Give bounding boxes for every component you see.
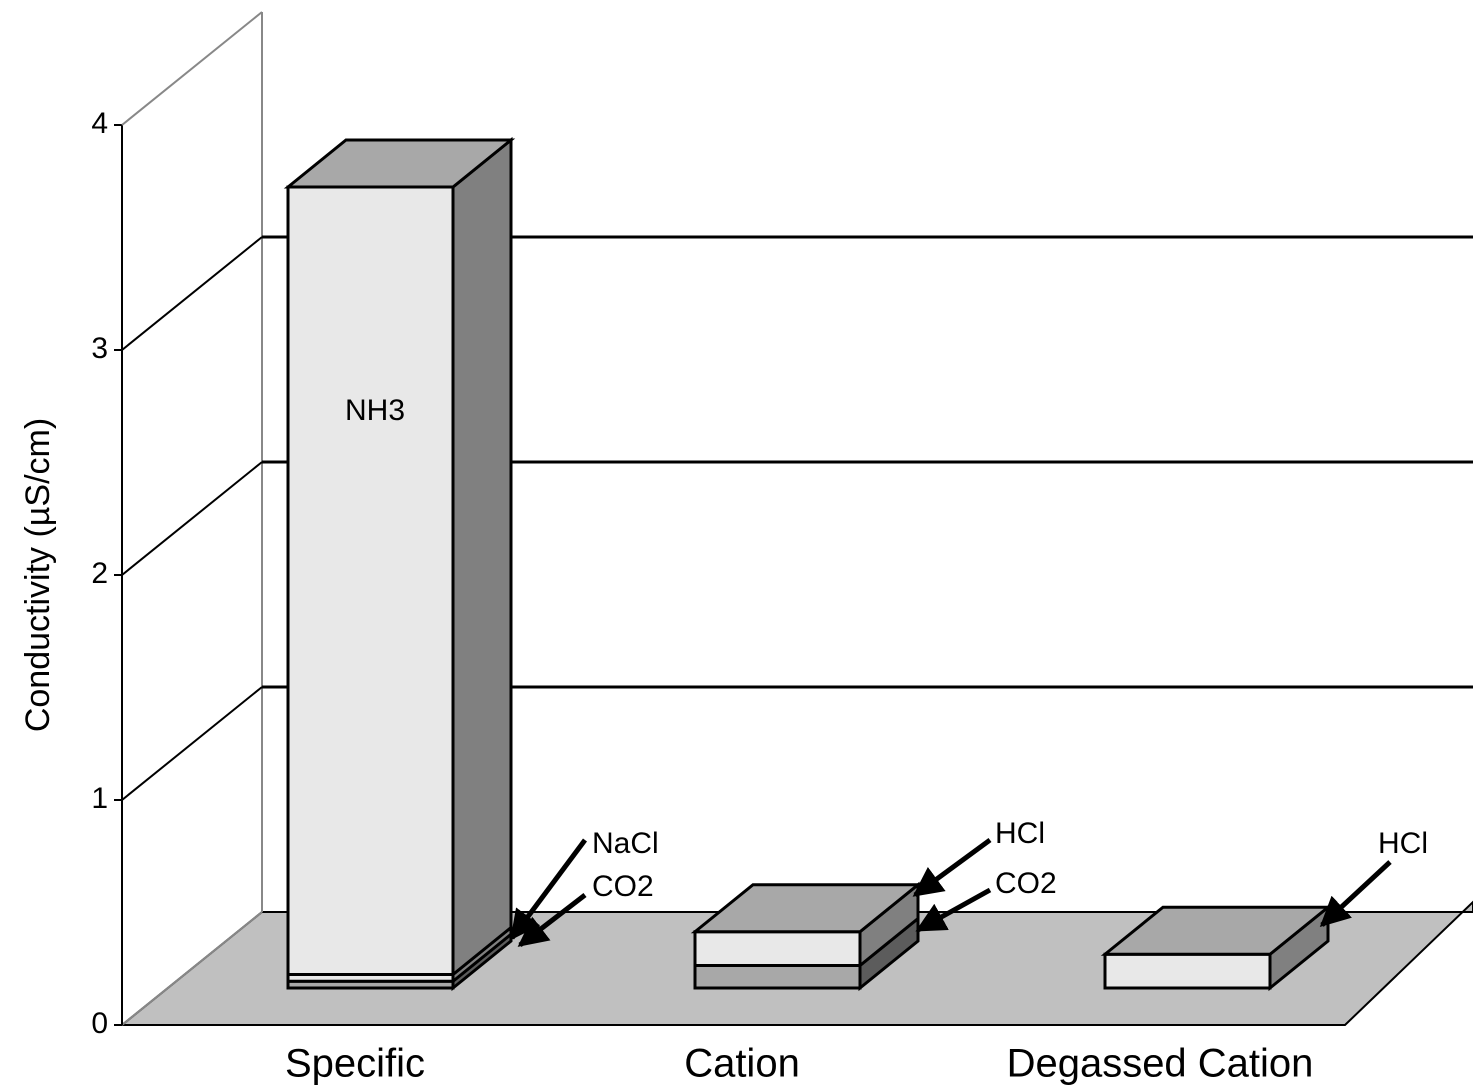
x-tick-label: Cation: [684, 1042, 800, 1086]
annotation-arrow: [517, 893, 587, 947]
grid-line: [121, 686, 263, 801]
annotation-arrow: [915, 887, 992, 933]
y-tick-label: 1: [91, 782, 108, 815]
bar-front: [693, 930, 862, 967]
x-tick-label: Degassed Cation: [1007, 1042, 1314, 1086]
grid-line: [121, 11, 263, 126]
segment-label: NH3: [345, 394, 405, 427]
annotation-arrow: [912, 837, 992, 898]
bar-front: [1103, 952, 1272, 990]
y-tick-label: 4: [91, 107, 108, 140]
segment-label: NaCl: [592, 827, 659, 860]
y-tick-label: 0: [91, 1007, 108, 1040]
y-tick-label: 3: [91, 332, 108, 365]
segment-label: CO2: [995, 867, 1057, 900]
bar-side: [451, 136, 513, 978]
y-axis-label: Conductivity (µS/cm): [19, 418, 57, 732]
segment-label: CO2: [592, 870, 654, 903]
bar-front: [693, 964, 862, 990]
grid-line: [121, 461, 263, 576]
bar-front: [286, 185, 455, 976]
grid-line: [121, 236, 263, 351]
segment-label: HCl: [995, 817, 1045, 850]
bar-top: [283, 138, 516, 189]
y-tick-label: 2: [91, 557, 108, 590]
annotation-arrow: [1319, 860, 1392, 928]
segment-label: HCl: [1378, 827, 1428, 860]
floor-edge: [121, 911, 263, 1026]
x-tick-label: Specific: [285, 1042, 425, 1086]
